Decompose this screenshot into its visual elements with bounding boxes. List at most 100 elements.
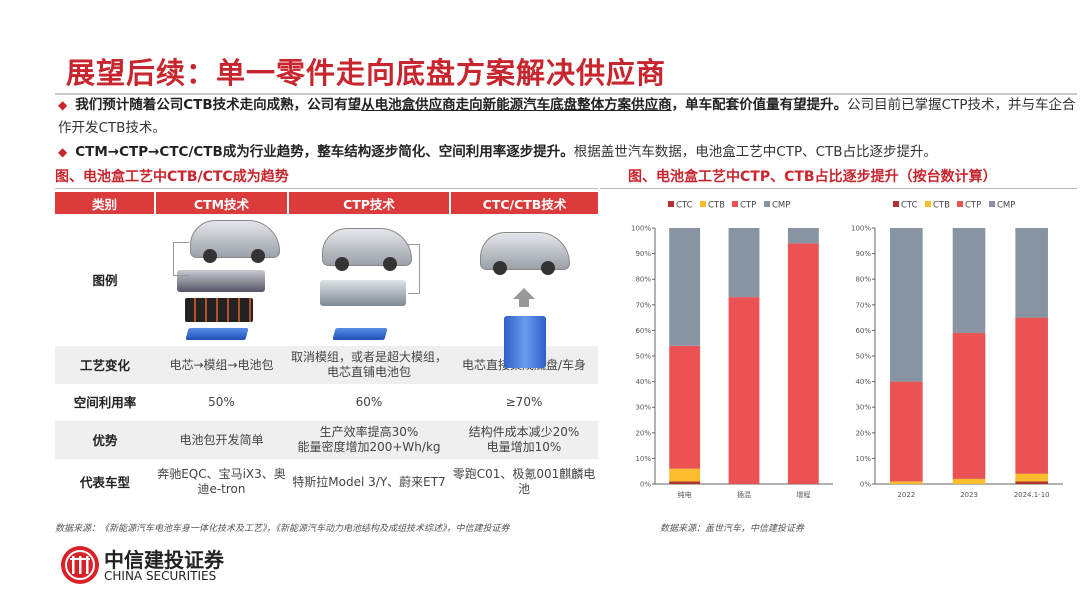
logo-en-text: CHINA SECURITIES — [104, 569, 217, 583]
table-row-image: 图例 — [55, 214, 598, 368]
battery-pack-image — [177, 270, 265, 292]
caption-divider — [600, 188, 1077, 189]
bar-segment-cmp — [787, 228, 819, 244]
bullet-1-bold2: ，单车配套价值量有望提升。 — [671, 97, 848, 113]
table-cell: 结构件成本减少20% 电量增加10% — [450, 421, 598, 459]
row-label: 优势 — [55, 421, 155, 459]
bar-segment-ctc — [1015, 481, 1048, 484]
legend-swatch-cmp — [764, 201, 770, 207]
battery-tech-table: 类别 CTM技术 CTP技术 CTC/CTB技术 图例 工艺变化 电芯→模组→电… — [55, 192, 598, 505]
diamond-bullet-icon: ◆ — [58, 98, 68, 112]
bullet-1-underline: 从电池盒供应商走向新能源汽车底盘整体方案供应商 — [361, 97, 672, 113]
bar-segment-cmp — [890, 228, 923, 382]
connector-arrow — [408, 244, 420, 294]
caption-divider — [55, 188, 598, 189]
diamond-bullet-icon: ◆ — [58, 145, 68, 159]
bullet-1: ◆ 我们预计随着公司CTB技术走向成熟，公司有望从电池盒供应商走向新能源汽车底盘整… — [58, 94, 1078, 140]
legend-swatch-ctb — [700, 201, 706, 207]
table-cell: 50% — [208, 395, 235, 409]
legend-label-cmp: CMP — [997, 201, 1015, 211]
bar-segment-cmp — [1015, 228, 1048, 318]
row-label: 工艺变化 — [55, 346, 155, 384]
y-tick-label: 30% — [855, 404, 871, 412]
y-tick-label: 50% — [855, 353, 871, 361]
bullet-2: ◆ CTM→CTP→CTC/CTB成为行业趋势，整车结构逐步简化、空间利用率逐步提… — [58, 141, 1078, 164]
legend-swatch-ctp — [957, 201, 963, 207]
table-cell: 奔驰EQC、宝马iX3、奥迪e-tron — [157, 467, 286, 496]
y-tick-label: 30% — [635, 404, 651, 412]
x-tick-label: 2023 — [960, 491, 978, 499]
row-label: 代表车型 — [79, 474, 130, 490]
bar-segment-cmp — [728, 228, 760, 298]
table-cell: 零跑C01、极氪001麒麟电池 — [452, 467, 596, 496]
y-tick-label: 100% — [631, 225, 651, 233]
y-tick-label: 90% — [635, 250, 651, 258]
bullet-2-bold: CTM→CTP→CTC/CTB成为行业趋势，整车结构逐步简化、空间利用率逐步提升… — [75, 144, 574, 160]
bar-segment-ctb — [1015, 473, 1048, 482]
y-tick-label: 80% — [855, 276, 871, 284]
bar-segment-ctp — [728, 297, 760, 484]
y-tick-label: 0% — [860, 481, 871, 489]
table-cell: 60% — [355, 395, 383, 409]
right-source-note: 数据来源：盖世汽车，中信建投证券 — [660, 524, 805, 534]
left-figure-caption: 图、电池盒工艺中CTB/CTC成为趋势 — [55, 169, 289, 185]
legend-label-ctc: CTC — [901, 201, 918, 211]
logo-cn-text: 中信建投证券 — [104, 548, 224, 572]
y-tick-label: 60% — [855, 327, 871, 335]
bar-segment-ctb — [890, 481, 923, 484]
bar-segment-cmp — [952, 228, 986, 333]
legend-label-ctc: CTC — [676, 201, 693, 211]
left-source-note: 数据来源：《新能源汽车电池车身一体化技术及工艺》，《新能源汽车动力电池结构及成组… — [55, 524, 510, 534]
ctm-illustration — [155, 214, 288, 346]
legend-swatch-ctc — [668, 201, 674, 207]
table-cell: ≥70% — [505, 395, 543, 409]
connector-arrow — [173, 242, 189, 276]
legend-swatch-ctc — [893, 201, 899, 207]
car-image — [480, 232, 570, 275]
bar-segment-ctp — [787, 243, 819, 484]
y-tick-label: 40% — [635, 378, 651, 386]
battery-cell-image — [504, 316, 546, 368]
citic-logo-icon — [61, 546, 99, 584]
y-tick-label: 90% — [855, 250, 871, 258]
y-tick-label: 50% — [635, 353, 651, 361]
x-tick-label: 2022 — [897, 491, 915, 499]
legend-label-ctp: CTP — [965, 201, 981, 211]
right-figure-caption: 图、电池盒工艺中CTP、CTB占比逐步提升（按台数计算） — [628, 169, 997, 185]
battery-cell-image — [332, 328, 388, 340]
bar-segment-ctp — [952, 332, 986, 479]
y-tick-label: 10% — [635, 455, 651, 463]
bullet-1-text: 公司目前已掌握CTP技术，并与车企合作开发CTB技术。 — [58, 97, 1076, 136]
ctp-illustration — [288, 214, 450, 346]
battery-pack-image — [320, 280, 406, 306]
bar-segment-ctb — [952, 478, 986, 484]
legend-swatch-ctp — [732, 201, 738, 207]
table-header: CTP技术 — [287, 192, 450, 214]
table-header: CTC/CTB技术 — [449, 192, 598, 214]
table-cell: 生产效率提高30% 能量密度增加200+Wh/kg — [288, 421, 450, 459]
table-cell: 电芯→模组→电池包 — [155, 346, 288, 384]
table-cell: 取消模组，或者是超大模组，电芯直铺电池包 — [288, 346, 450, 384]
y-tick-label: 70% — [635, 301, 651, 309]
car-image — [322, 228, 412, 271]
legend-label-ctb: CTB — [933, 201, 950, 211]
bar-segment-ctb — [669, 468, 701, 482]
y-tick-label: 40% — [855, 378, 871, 386]
row-label: 图例 — [92, 272, 118, 288]
table-row: 代表车型 奔驰EQC、宝马iX3、奥迪e-tron 特斯拉Model 3/Y、蔚… — [55, 459, 598, 505]
legend-label-ctp: CTP — [740, 201, 756, 211]
y-tick-label: 100% — [851, 225, 871, 233]
table-row: 工艺变化 电芯→模组→电池包 取消模组，或者是超大模组，电芯直铺电池包 电芯直接… — [55, 346, 598, 384]
table-header: CTM技术 — [154, 192, 288, 214]
stacked-bar-chart-by-powertrain: CTC CTB CTP CMP 0% 10% 20% 30% 40% 50% 60% 70% 80% 90… — [631, 201, 833, 499]
page-title: 展望后续：单一零件走向底盘方案解决供应商 — [66, 56, 667, 90]
legend-swatch-cmp — [989, 201, 995, 207]
x-tick-label: 2024.1-10 — [1014, 491, 1050, 499]
battery-cell-image — [185, 328, 249, 340]
legend-label-cmp: CMP — [772, 201, 790, 211]
y-tick-label: 20% — [855, 429, 871, 437]
legend-label-ctb: CTB — [708, 201, 725, 211]
table-header: 类别 — [55, 192, 155, 214]
bar-segment-ctp — [890, 381, 923, 482]
legend-swatch-ctb — [925, 201, 931, 207]
